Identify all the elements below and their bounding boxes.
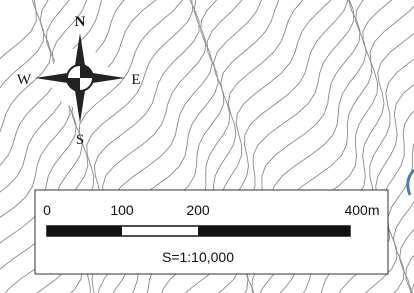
compass-west-label: W [17,72,32,88]
scale-ratio: S=1:10,000 [162,249,234,265]
scale-tick-label: 400m [344,202,379,218]
scale-bar: 0 100 200 400m S=1:10,000 [35,190,388,274]
scale-tick-label: 0 [43,202,51,218]
scale-segment [198,226,350,236]
compass-south-label: S [76,132,84,148]
scale-tick-label: 100 [110,202,134,218]
scale-tick-label: 200 [186,202,210,218]
scale-segment [47,226,122,236]
compass-north-label: N [75,14,86,30]
compass-east-label: E [131,72,140,88]
map: N E S W 0 100 200 400m S=1:10,000 [0,0,414,293]
